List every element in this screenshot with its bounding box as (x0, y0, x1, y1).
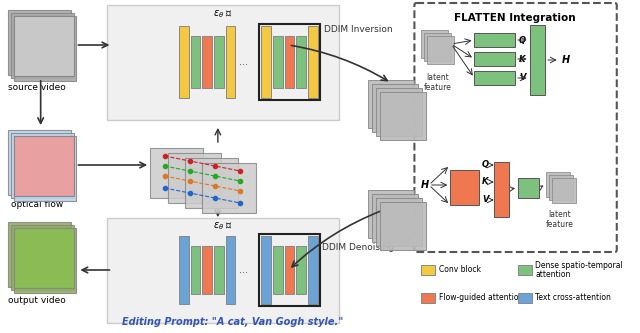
Bar (202, 163, 255, 213)
Bar (518, 265, 532, 275)
Text: source video: source video (8, 83, 66, 92)
Text: Editing Prompt: "A cat, Van Gogh style.": Editing Prompt: "A cat, Van Gogh style." (122, 317, 343, 327)
Text: Trajectory
Sampling: Trajectory Sampling (447, 181, 483, 192)
Bar (368, 190, 415, 238)
Bar (474, 52, 515, 66)
Text: V: V (519, 74, 525, 83)
Text: H: H (421, 180, 429, 190)
Bar (530, 25, 545, 95)
Text: Dense spatio-temporal
attention: Dense spatio-temporal attention (536, 261, 623, 279)
Bar (380, 92, 426, 140)
Text: $\varepsilon_\theta$ 🔒: $\varepsilon_\theta$ 🔒 (212, 220, 233, 232)
Text: ...: ... (239, 57, 248, 67)
Bar (11, 133, 74, 198)
Text: Multi-head Attention: Multi-head Attention (535, 23, 540, 97)
Bar (202, 246, 212, 294)
Bar (546, 172, 570, 197)
Bar (185, 158, 238, 208)
Bar (421, 293, 435, 303)
Text: $\varepsilon_\theta$ 🔒: $\varepsilon_\theta$ 🔒 (212, 8, 233, 20)
Bar (296, 36, 306, 88)
Text: latent
feature: latent feature (546, 210, 573, 229)
Bar (13, 136, 74, 196)
Text: FFN: FFN (520, 183, 537, 192)
Text: Linear
Projection: Linear Projection (477, 54, 513, 64)
Text: Multi-head Attention: Multi-head Attention (499, 152, 504, 226)
Bar (273, 36, 283, 88)
Text: Linear
Projection: Linear Projection (477, 35, 513, 45)
Bar (518, 178, 540, 198)
Text: output video: output video (8, 296, 66, 305)
Text: Conv block: Conv block (438, 265, 481, 274)
Text: K: K (482, 177, 489, 186)
Bar (11, 13, 74, 78)
Bar (168, 153, 221, 203)
Bar (150, 148, 204, 198)
Bar (179, 236, 189, 304)
Bar (518, 293, 532, 303)
Bar (308, 26, 317, 98)
Text: FLATTEN Integration: FLATTEN Integration (454, 13, 576, 23)
Bar (376, 88, 422, 136)
Bar (191, 36, 200, 88)
Bar (552, 178, 576, 203)
Bar (427, 36, 454, 64)
Bar (261, 26, 271, 98)
Bar (214, 246, 223, 294)
Bar (13, 136, 77, 201)
Bar (8, 130, 70, 195)
Bar (226, 26, 236, 98)
Bar (226, 236, 236, 304)
Bar (214, 36, 223, 88)
Text: Q: Q (519, 36, 526, 45)
Bar (202, 36, 212, 88)
Text: Flow-guided attention: Flow-guided attention (438, 293, 523, 302)
FancyBboxPatch shape (415, 3, 617, 252)
Text: DDIM Inversion: DDIM Inversion (324, 26, 392, 35)
Bar (474, 33, 515, 47)
Bar (106, 5, 339, 120)
Text: K: K (519, 55, 525, 64)
Bar (368, 80, 415, 128)
Text: Q: Q (482, 161, 490, 169)
Bar (372, 84, 419, 132)
Bar (424, 33, 451, 61)
Bar (8, 222, 70, 287)
Bar (106, 218, 339, 323)
Text: V: V (482, 195, 489, 204)
Bar (13, 228, 77, 293)
Text: ...: ... (239, 265, 248, 275)
Text: Linear
Projection: Linear Projection (477, 73, 513, 83)
Bar (285, 36, 294, 88)
Bar (474, 71, 515, 85)
Text: optical flow: optical flow (11, 200, 63, 209)
Text: DDIM Denoising: DDIM Denoising (322, 243, 394, 252)
Bar (308, 236, 317, 304)
Bar (191, 246, 200, 294)
Text: latent
feature: latent feature (424, 73, 452, 92)
Bar (13, 16, 77, 81)
Bar (285, 246, 294, 294)
Bar (8, 10, 70, 75)
Bar (549, 175, 573, 200)
Bar (421, 30, 448, 58)
Bar (273, 246, 283, 294)
Bar (259, 234, 319, 306)
Bar (494, 162, 509, 217)
Bar (13, 228, 74, 288)
Bar (296, 246, 306, 294)
Bar (421, 265, 435, 275)
Bar (261, 236, 271, 304)
Bar (259, 24, 319, 100)
Bar (13, 16, 74, 76)
Bar (450, 170, 479, 205)
Text: H: H (561, 55, 570, 65)
Bar (376, 198, 422, 246)
Bar (11, 225, 74, 290)
Bar (372, 194, 419, 242)
Bar (380, 202, 426, 250)
Bar (179, 26, 189, 98)
Text: Text cross-attention: Text cross-attention (536, 293, 611, 302)
